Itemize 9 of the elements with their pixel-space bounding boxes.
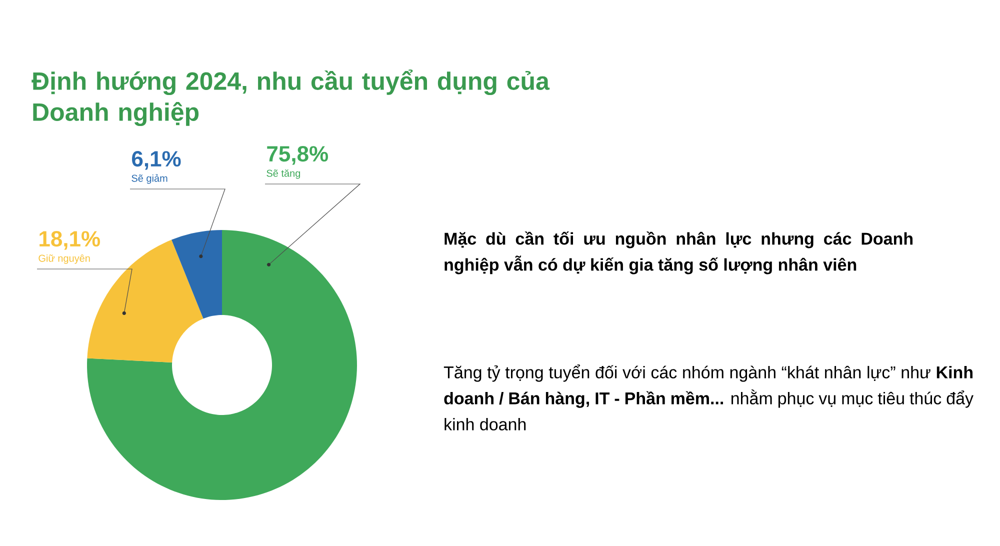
data-label: 18,1% (40, 231, 100, 250)
data-label: 6,1% (132, 151, 181, 170)
text: Mặc dù cần tối ưu nguồn nhân lực nhưng các Doanh nghiệp vẫn có dự kiến gia tăng số lượng nhân viên (444, 232, 912, 274)
data-label: 75,8% (267, 146, 328, 165)
slice-label: Sẽ giảm (132, 174, 168, 184)
text: Tăng tỷ trọng tuyển đối với các nhóm ngành “khát nhân lực” như Kinh doanh / Bán hàng, IT - Phần mềm... nhằm phục vụ mục tiêu thúc đẩy kinh doanh (444, 364, 974, 430)
slice-label: Sẽ tăng (266, 169, 300, 179)
chart-title: Định hướng 2024, nhu cầu tuyển dụng của Doanh nghiệp (32, 70, 550, 126)
slice-label: Giữ nguyên (38, 254, 90, 264)
